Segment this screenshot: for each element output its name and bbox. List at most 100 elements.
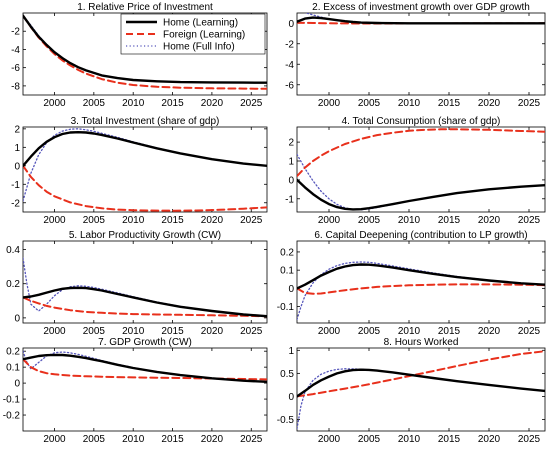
panel-title: 3. Total Investment (share of gdp)	[71, 116, 220, 127]
series-line-home-learning	[297, 263, 545, 290]
x-tick-label: 2020	[201, 98, 224, 109]
panel-4: 4. Total Consumption (share of gdp) 2000 2…	[285, 116, 546, 226]
panel-3: 3. Total Investment (share of gdp) 2000 20…	[11, 116, 268, 226]
x-tick-label: 2015	[438, 326, 461, 337]
x-tick-label: 2020	[478, 215, 501, 226]
y-tick-label: -2	[285, 39, 294, 50]
legend-box	[120, 13, 266, 55]
x-tick-label: 2010	[122, 215, 145, 226]
x-tick-label: 2000	[43, 215, 66, 226]
x-tick-label: 2025	[240, 434, 263, 445]
x-tick-label: 2025	[518, 98, 541, 109]
series-line-home-learning	[297, 178, 545, 211]
x-tick-label: 2005	[83, 215, 106, 226]
x-tick-label: 2005	[83, 98, 106, 109]
panel-2: 2. Excess of investment growth over GDP …	[285, 2, 546, 109]
series-line-foreign-learning	[23, 296, 267, 318]
panel-title: 7. GDP Growth (CW)	[98, 337, 192, 348]
y-tick-label: -0.2	[3, 411, 21, 422]
x-tick-label: 2020	[478, 326, 501, 337]
y-tick-label: 0.1	[6, 363, 20, 374]
axes-box	[22, 347, 268, 432]
x-tick-label: 2015	[438, 98, 461, 109]
legend-label: Home (Full Info)	[163, 42, 235, 53]
y-tick-label: -0.1	[277, 302, 295, 313]
x-tick-label: 2005	[83, 326, 106, 337]
series-line-foreign-learning	[23, 164, 267, 212]
axes-box	[22, 126, 268, 213]
axes-box	[296, 12, 546, 96]
y-tick-label: -8	[11, 81, 20, 92]
x-tick-label: 2005	[358, 98, 381, 109]
series-line-foreign-learning	[297, 350, 545, 398]
panel-title: 8. Hours Worked	[384, 337, 459, 348]
series-line-foreign-learning	[297, 283, 545, 295]
y-tick-label: 1	[14, 143, 20, 154]
panel-title: 5. Labor Productivity Growth (CW)	[69, 230, 221, 241]
x-tick-label: 2015	[161, 326, 184, 337]
x-tick-label: 2000	[318, 326, 341, 337]
x-tick-label: 2015	[161, 215, 184, 226]
y-tick-label: 2	[288, 138, 294, 149]
x-tick-label: 2010	[398, 326, 421, 337]
panel-title: 1. Relative Price of Investment	[77, 2, 213, 13]
x-tick-label: 2000	[43, 98, 66, 109]
panel-8: 8. Hours Worked 2000 2005 2010 2015 2020 2025 1…	[277, 337, 546, 445]
x-tick-label: 2000	[318, 434, 341, 445]
legend: Home (Learning)Foreign (Learning)Home (F…	[120, 13, 266, 55]
y-tick-label: -1	[11, 180, 20, 191]
x-tick-label: 2010	[122, 326, 145, 337]
x-tick-label: 2015	[161, 98, 184, 109]
panel-1: 1. Relative Price of Investment 2000 2005 2…	[11, 2, 268, 109]
axes-box	[22, 240, 268, 324]
y-tick-label: 0.2	[280, 247, 294, 258]
legend-label: Home (Learning)	[163, 18, 238, 29]
y-tick-label: -2	[11, 198, 20, 209]
y-tick-label: -2	[11, 27, 20, 38]
series-line-home-learning	[23, 286, 267, 318]
y-tick-label: 0	[288, 392, 294, 403]
x-tick-label: 2000	[43, 434, 66, 445]
x-tick-label: 2010	[398, 98, 421, 109]
axes-box	[296, 347, 546, 432]
x-tick-label: 2020	[201, 215, 224, 226]
y-tick-label: 0	[14, 161, 20, 172]
y-tick-label: -6	[11, 63, 20, 74]
y-tick-label: 0.2	[6, 347, 20, 358]
y-tick-label: 0	[288, 19, 294, 30]
x-tick-label: 2015	[438, 215, 461, 226]
y-tick-label: -4	[11, 45, 20, 56]
series-line-home-learning	[297, 16, 545, 25]
y-tick-label: 0.2	[6, 279, 20, 290]
x-tick-label: 2025	[518, 215, 541, 226]
y-tick-label: 0.1	[280, 266, 294, 277]
x-tick-label: 2000	[318, 98, 341, 109]
series-line-foreign-learning	[297, 128, 545, 178]
x-tick-label: 2025	[518, 326, 541, 337]
y-tick-label: -0.1	[3, 395, 21, 406]
panel-6: 6. Capital Deepening (contribution to LP…	[277, 230, 546, 337]
panel-7: 7. GDP Growth (CW) 2000 2005 2010 2015 2020 20…	[3, 337, 268, 445]
y-tick-label: 1	[288, 157, 294, 168]
series-line-home-learning	[23, 14, 267, 84]
x-tick-label: 2025	[240, 98, 263, 109]
y-tick-label: 0.4	[6, 245, 20, 256]
x-tick-label: 2010	[122, 98, 145, 109]
x-tick-label: 2010	[398, 434, 421, 445]
series-line-home-full-info	[23, 128, 267, 202]
y-tick-label: 0	[288, 284, 294, 295]
y-tick-label: -6	[285, 80, 294, 91]
axes-box	[296, 240, 546, 324]
series-line-home-full-info	[23, 257, 267, 317]
x-tick-label: 2015	[161, 434, 184, 445]
legend-label: Foreign (Learning)	[163, 30, 245, 41]
series-line-home-full-info	[297, 368, 545, 430]
x-tick-label: 2010	[398, 215, 421, 226]
y-tick-label: 0	[14, 313, 20, 324]
series-line-home-learning	[23, 353, 267, 383]
y-tick-label: -0.5	[277, 415, 295, 426]
x-tick-label: 2025	[518, 434, 541, 445]
panel-title: 2. Excess of investment growth over GDP …	[312, 2, 530, 13]
x-tick-label: 2020	[478, 98, 501, 109]
